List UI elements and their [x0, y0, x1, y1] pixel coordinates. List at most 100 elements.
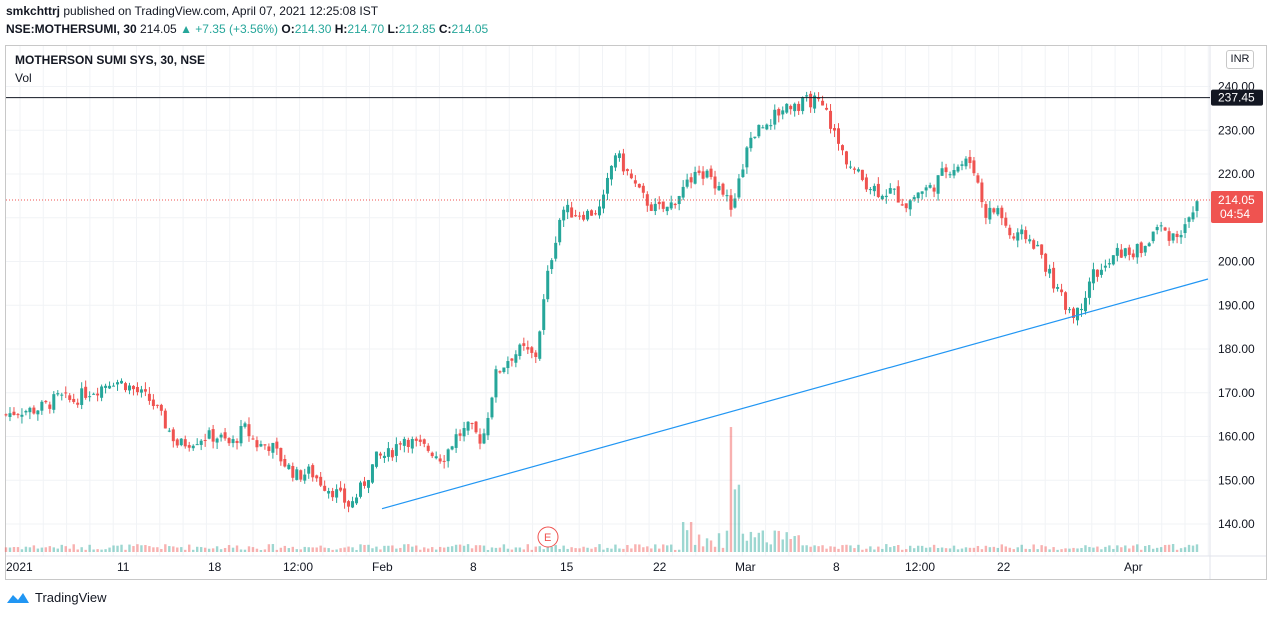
volume-bar: [371, 548, 374, 552]
candle-body: [426, 445, 430, 451]
candle-body: [586, 210, 590, 220]
x-tick-label: 8: [470, 560, 477, 574]
candle-body: [522, 343, 526, 346]
candle-body: [239, 426, 243, 444]
candle-body: [1044, 253, 1048, 272]
candle-body: [482, 433, 486, 444]
bar-countdown-label: 04:54: [1220, 207, 1250, 221]
currency-button[interactable]: INR: [1226, 50, 1254, 69]
candle-body: [1179, 234, 1183, 238]
volume-bar: [203, 547, 207, 552]
volume-bar: [243, 549, 247, 552]
tradingview-logo[interactable]: TradingView: [6, 590, 107, 605]
candle-body: [880, 195, 884, 200]
candle-body: [737, 178, 741, 198]
volume-bar: [554, 545, 557, 552]
candle-body: [621, 153, 625, 172]
candle-body: [578, 215, 582, 217]
volume-bar: [474, 545, 478, 552]
volume-bar: [677, 549, 681, 552]
candle-body: [418, 439, 422, 442]
last-price: 214.05: [140, 22, 177, 36]
candle-body: [502, 367, 506, 372]
candle-body: [753, 136, 757, 138]
volume-bar: [1060, 549, 1063, 552]
volume-bar: [351, 547, 354, 552]
volume-bar: [905, 549, 908, 552]
volume-bar: [1044, 546, 1047, 552]
candle-body: [1076, 307, 1080, 321]
candle-body: [769, 125, 773, 127]
candle-body: [1103, 265, 1107, 268]
candle-body: [960, 164, 964, 166]
chart-legend-title: MOTHERSON SUMI SYS, 30, NSE: [15, 53, 206, 67]
volume-group: [4, 427, 1199, 552]
volume-bar: [486, 549, 490, 552]
volume-bar: [606, 547, 609, 552]
candle-body: [801, 97, 805, 112]
candle-body: [757, 124, 761, 137]
candle-body: [52, 394, 56, 410]
candle-body: [625, 169, 629, 172]
volume-bar: [956, 549, 960, 552]
volume-bar: [327, 548, 330, 552]
volume-bar: [693, 544, 697, 552]
volume-bar: [367, 544, 370, 552]
candle-body: [211, 429, 215, 442]
candle-body: [1016, 232, 1020, 241]
volume-bar: [259, 549, 263, 552]
candle-body: [1163, 227, 1167, 231]
volume-bar: [399, 547, 402, 552]
volume-bar: [689, 522, 693, 552]
candle-body: [813, 95, 817, 109]
candle-body: [303, 474, 307, 481]
candle-body: [1187, 217, 1191, 222]
volume-bar: [136, 544, 139, 552]
candle-body: [924, 187, 928, 191]
volume-bar: [60, 544, 63, 552]
candle-body: [1127, 247, 1131, 255]
volume-bar: [502, 544, 506, 552]
volume-bar: [387, 545, 390, 552]
volume-bar: [841, 545, 844, 552]
volume-bar: [8, 547, 12, 552]
candle-body: [147, 393, 151, 401]
volume-bar: [1096, 546, 1099, 552]
candle-body: [920, 191, 924, 194]
volume-bar: [1148, 545, 1151, 552]
candle-body: [980, 182, 984, 203]
candles-group: [4, 90, 1199, 513]
volume-bar: [1032, 544, 1035, 552]
volume-bar: [140, 545, 143, 552]
candle-body: [247, 424, 251, 437]
volume-bar: [626, 545, 629, 552]
candle-body: [745, 147, 749, 168]
volume-bar: [239, 549, 243, 552]
price-change: ▲ +7.35 (+3.56%): [180, 22, 279, 36]
y-tick-label: 140.00: [1218, 517, 1255, 531]
candle-body: [323, 485, 327, 491]
candle-body: [629, 173, 633, 179]
low-label: L:: [387, 22, 399, 36]
y-tick-label: 150.00: [1218, 473, 1255, 487]
volume-bar: [16, 547, 20, 552]
volume-bar: [920, 545, 924, 552]
publish-info: smkchttrj published on TradingView.com, …: [6, 4, 378, 18]
volume-bar: [299, 549, 302, 552]
trendline: [381, 278, 1209, 510]
candle-body: [542, 299, 546, 330]
candle-body: [195, 444, 199, 446]
volume-bar: [964, 547, 968, 552]
candle-body: [434, 456, 438, 459]
candle-body: [789, 105, 793, 110]
volume-bar: [363, 544, 366, 552]
candle-body: [171, 429, 175, 442]
volume-bar: [96, 549, 99, 552]
candle-body: [729, 195, 733, 210]
volume-bar: [184, 549, 187, 552]
x-tick-label: Feb: [372, 560, 393, 574]
publisher-name[interactable]: smkchttrj: [6, 4, 61, 18]
volume-bar: [646, 546, 649, 552]
volume-bar: [769, 544, 772, 552]
